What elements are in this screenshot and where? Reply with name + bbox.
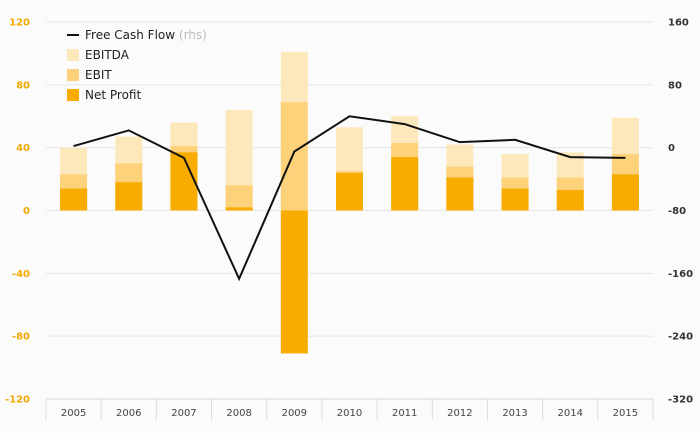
y-left-tick-label: -120 bbox=[5, 395, 30, 406]
y-right-tick-label: 80 bbox=[668, 80, 682, 91]
bar-ebit bbox=[280, 102, 308, 211]
legend-label-net-profit: Net Profit bbox=[85, 88, 141, 102]
y-right-tick-label: -240 bbox=[668, 332, 693, 343]
y-right-tick-label: -160 bbox=[668, 269, 693, 280]
y-right-tick-label: 160 bbox=[668, 18, 689, 29]
y-left-tick-label: -80 bbox=[12, 332, 30, 343]
x-tick-label: 2014 bbox=[558, 408, 583, 419]
x-tick-label: 2011 bbox=[392, 408, 417, 419]
axes: -120 -80 -40 0 40 80 120 -320 -240 -160 -80 0 80 160 2… bbox=[5, 18, 693, 420]
y-left-tick-label: 120 bbox=[9, 18, 30, 29]
legend: Free Cash Flow (rhs) EBITDA EBIT Net Profit bbox=[67, 28, 207, 102]
y-right-tick-label: -80 bbox=[668, 206, 686, 217]
legend-swatch-net-profit bbox=[67, 89, 79, 101]
bar-net-profit bbox=[336, 172, 363, 211]
x-tick-label: 2013 bbox=[502, 408, 527, 419]
free-cash-flow-line-group bbox=[73, 115, 626, 282]
bar-net-profit bbox=[115, 182, 143, 211]
bar-ebit bbox=[225, 185, 253, 211]
bar-net-profit bbox=[501, 188, 529, 211]
legend-swatch-ebitda bbox=[67, 49, 79, 61]
bar-net-profit bbox=[556, 190, 584, 211]
y-right-tick-label: -320 bbox=[668, 395, 693, 406]
legend-swatch-ebit bbox=[67, 69, 79, 81]
x-tick-label: 2008 bbox=[226, 408, 251, 419]
x-tick-label: 2012 bbox=[447, 408, 472, 419]
bar-net-profit bbox=[280, 210, 308, 354]
bar-net-profit bbox=[60, 188, 88, 211]
y-right-tick-label: 0 bbox=[668, 143, 675, 154]
y-left-tick-label: 40 bbox=[16, 143, 30, 154]
x-tick-label: 2009 bbox=[282, 408, 307, 419]
bars bbox=[60, 51, 639, 354]
bar-net-profit bbox=[170, 152, 198, 211]
y-left-tick-label: -40 bbox=[12, 269, 30, 280]
x-tick-label: 2015 bbox=[613, 408, 638, 419]
legend-label-ebitda: EBITDA bbox=[85, 48, 130, 62]
bar-net-profit bbox=[611, 174, 639, 211]
x-tick-label: 2010 bbox=[337, 408, 362, 419]
y-left-tick-label: 80 bbox=[16, 80, 30, 91]
bar-net-profit bbox=[391, 157, 419, 211]
legend-label-free-cash-flow: Free Cash Flow (rhs) bbox=[85, 28, 207, 42]
bar-net-profit bbox=[225, 207, 253, 211]
bar-net-profit bbox=[446, 177, 474, 211]
x-tick-label: 2005 bbox=[61, 408, 86, 419]
legend-label-ebit: EBIT bbox=[85, 68, 112, 82]
x-tick-label: 2007 bbox=[171, 408, 196, 419]
legend-label-rhs: (rhs) bbox=[179, 28, 207, 42]
x-tick-label: 2006 bbox=[116, 408, 141, 419]
y-left-tick-label: 0 bbox=[23, 206, 30, 217]
